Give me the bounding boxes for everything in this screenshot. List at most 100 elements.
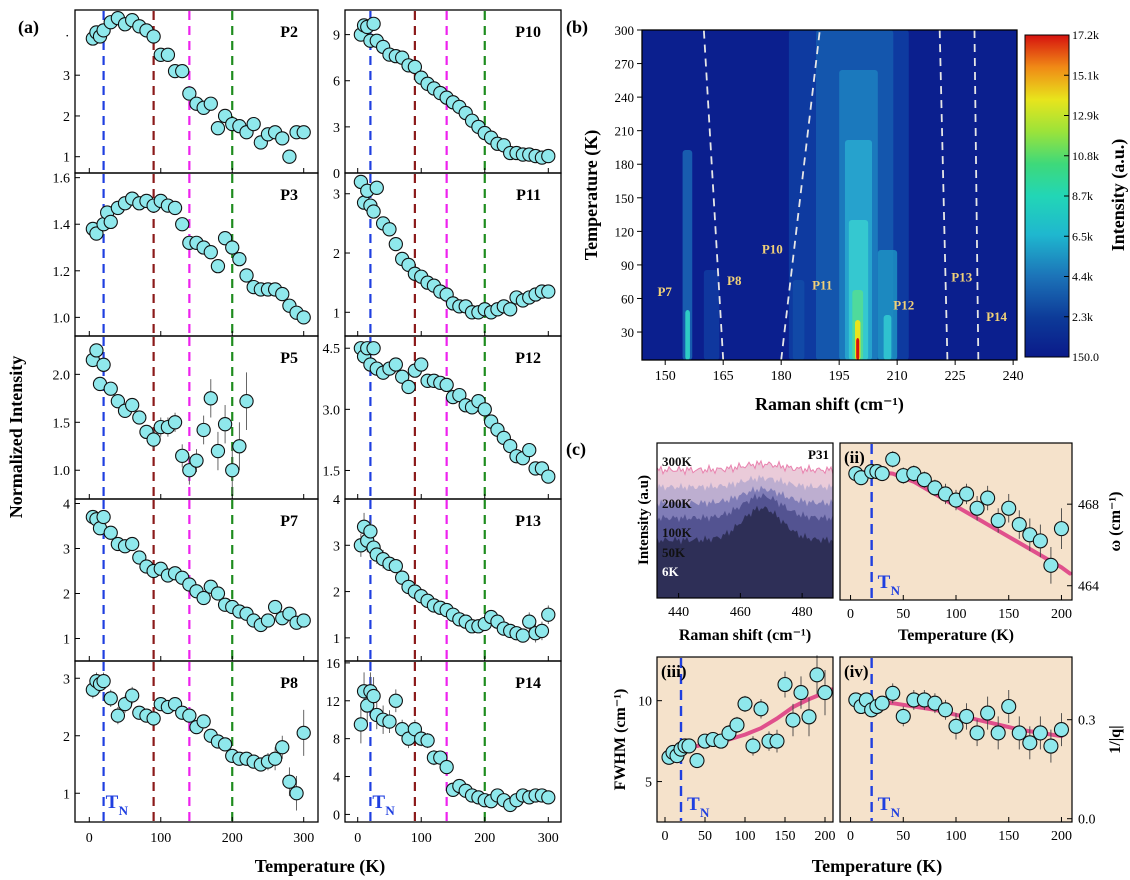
p5-ytick-label: 1.5	[53, 416, 71, 431]
heatmap-xlabel: Raman shift (cm⁻¹)	[755, 394, 904, 415]
heatmap-ytick-label: 210	[615, 124, 635, 139]
p10-ytick-label: 3	[333, 121, 340, 136]
p5-point	[225, 463, 240, 478]
plot-p2: 1 2 3. P2	[63, 9, 319, 174]
plot-c-ii: 464 468 0 50 100 150 200 (ii) T Nω (cm⁻¹) Temperat…	[839, 442, 1124, 644]
p12-ytick-label: 4.5	[323, 342, 341, 357]
p14-ytick-label: 0	[333, 808, 340, 823]
p3-point	[103, 214, 118, 230]
p8-point	[296, 725, 311, 741]
civ-tn-sub: N	[891, 805, 901, 820]
p13-ytick-label: 2	[333, 586, 340, 601]
ciii-point	[785, 712, 801, 728]
p8-xtick-label: 0	[86, 831, 93, 846]
p10-ytick-label: 0	[333, 167, 340, 182]
p8-ytick-label: 1	[63, 787, 70, 802]
p3-point	[275, 286, 290, 302]
plot-p13: 1 2 3 4 P13	[333, 493, 562, 662]
heatmap-peak-label: P11	[812, 278, 832, 293]
civ-point	[958, 708, 975, 724]
cii-point	[874, 466, 890, 482]
p13-ytick-label: 3	[333, 539, 340, 554]
plot-p12: 1.5 3.0 4.5 P12	[323, 335, 562, 500]
p7-ytick-label: 3	[63, 543, 70, 558]
colorbar-tick-label: 12.9k	[1072, 109, 1099, 123]
p5-point	[196, 422, 211, 438]
civ-ytick-label: 0.3	[1078, 714, 1096, 729]
civ-point	[1001, 698, 1017, 715]
p14-point	[353, 717, 369, 732]
p14-ytick-label: 4	[333, 771, 340, 786]
p10-point	[407, 59, 423, 75]
colorbar-tick-label: 4.4k	[1072, 270, 1093, 284]
heatmap-peak-label: P12	[893, 298, 914, 313]
p8-frame	[74, 660, 319, 823]
civ-point	[1043, 738, 1059, 754]
p14-point	[382, 714, 397, 729]
heatmap-ytick-label: 180	[615, 157, 635, 172]
ciii-point	[777, 676, 793, 693]
p3-ytick-label: 1.6	[53, 172, 71, 187]
civ-label: (iv)	[844, 662, 869, 681]
p5-point	[89, 343, 104, 358]
p5-point	[103, 381, 118, 396]
p8-ytick-label: 3	[63, 672, 70, 687]
p12-point	[439, 377, 454, 393]
civ-point	[885, 685, 901, 701]
p8-point	[125, 688, 140, 703]
civ-ytick-label: 0.0	[1078, 813, 1096, 828]
p14-ytick-label: 16	[326, 657, 340, 672]
p8-point	[289, 786, 304, 801]
p8-xtick-label: 300	[293, 831, 314, 846]
ciii-point	[737, 696, 753, 712]
heatmap-xtick-label: 225	[945, 369, 966, 384]
heatmap-ytick-label: 270	[615, 57, 635, 72]
plot-p8: 1 2 3 P8 T N 0 100 200 300	[63, 660, 319, 846]
p14-ytick-label: 12	[326, 695, 340, 710]
p13-point	[515, 628, 531, 643]
p5-point	[175, 448, 190, 464]
heatmap-intensity-band	[703, 270, 720, 360]
p2-ytick-label: 1	[63, 151, 70, 166]
civ-xtick-label: 0	[847, 829, 854, 844]
p2-point	[210, 121, 226, 136]
p3-point	[232, 252, 247, 267]
p12-point	[541, 469, 556, 484]
p7-ytick-label: 1	[63, 633, 70, 648]
p8-point	[110, 708, 126, 723]
p13-point	[541, 607, 556, 622]
p13-point	[522, 614, 537, 629]
cii-point	[969, 500, 985, 516]
p5-point	[203, 391, 218, 406]
p8-xtick-label: 200	[222, 831, 243, 846]
p12-point	[395, 369, 410, 384]
p11-ytick-label: 2	[333, 247, 340, 262]
p14-tn-label: T	[372, 792, 385, 813]
heatmap-xtick-label: 210	[887, 369, 908, 384]
cii-tn-sub: N	[891, 583, 901, 598]
ciii-xtick-label: 50	[698, 829, 712, 844]
panel-a-label: (a)	[18, 17, 39, 38]
colorbar-tick-label: 150.0	[1072, 350, 1099, 364]
civ-xtick-label: 150	[998, 829, 1019, 844]
ciii-point	[681, 738, 697, 754]
colorbar-tick-label: 2.3k	[1072, 310, 1093, 324]
plot-c-iv: 0.0 0.3 0 50 100 150 200 (iv) T N 1/|q|	[839, 656, 1124, 844]
ci-series-label: 100K	[662, 525, 693, 540]
p7-point	[210, 586, 226, 601]
colorbar-label: Intensity (a.u.)	[1108, 139, 1129, 252]
p7-point	[96, 509, 111, 525]
civ-ylabel: 1/|q|	[1107, 725, 1124, 753]
heatmap-xtick-label: 165	[713, 369, 734, 384]
cii-ytick-label: 464	[1078, 580, 1099, 595]
p5-point	[189, 453, 204, 468]
ci-series-label: 300K	[662, 454, 693, 469]
cii-xtick-label: 0	[847, 607, 854, 622]
cii-ytick-label: 468	[1078, 498, 1099, 513]
p11-point	[541, 284, 556, 299]
p12-point	[452, 387, 467, 403]
p2-point	[203, 96, 218, 111]
p14-xtick-label: 0	[354, 831, 361, 846]
plot-p10: 0 3 6 9 P10	[333, 9, 562, 182]
